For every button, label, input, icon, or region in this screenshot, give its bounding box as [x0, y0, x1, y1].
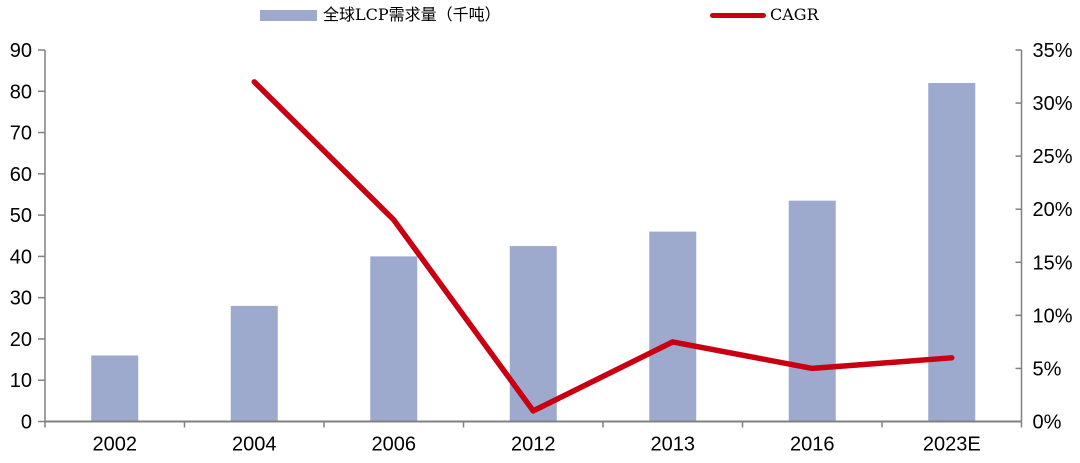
x-label-2023E: 2023E	[923, 434, 981, 456]
x-label-2002: 2002	[93, 434, 138, 456]
legend-item-bar-series: 全球LCP需求量（千吨）	[260, 4, 501, 26]
x-label-2016: 2016	[790, 434, 835, 456]
line-series-label: CAGR	[770, 5, 819, 24]
bar-2023E	[928, 83, 976, 422]
cagr-line	[251, 79, 955, 414]
y-left-tick-label-50: 50	[10, 205, 32, 227]
y-left-tick-label-70: 70	[10, 123, 32, 145]
bar-2013	[649, 231, 697, 422]
x-label-2006: 2006	[372, 434, 417, 456]
y-left-tick-label-60: 60	[10, 164, 32, 186]
bar-2016	[788, 200, 836, 422]
y-left-tick-label-20: 20	[10, 329, 32, 351]
bar-2012	[509, 246, 557, 422]
bar-2002	[91, 355, 139, 422]
y-right-tick-label-5%: 5%	[1033, 358, 1062, 380]
legend-item-line-series: CAGR	[710, 4, 819, 26]
y-right-tick-label-15%: 15%	[1033, 252, 1073, 274]
bar-series-label: 全球LCP需求量（千吨）	[323, 5, 501, 24]
x-label-2012: 2012	[511, 434, 556, 456]
y-left-tick-label-80: 80	[10, 81, 32, 103]
y-left-tick-label-90: 90	[10, 40, 32, 62]
y-right-tick-label-20%: 20%	[1033, 199, 1073, 221]
line-series-swatch-icon	[710, 12, 766, 18]
bar-2006	[370, 256, 418, 422]
x-label-2004: 2004	[232, 434, 277, 456]
y-right-tick-label-25%: 25%	[1033, 146, 1073, 168]
x-label-2013: 2013	[651, 434, 696, 456]
y-left-tick-label-10: 10	[10, 370, 32, 392]
y-right-tick-label-30%: 30%	[1033, 93, 1073, 115]
bar-2004	[230, 305, 278, 422]
y-right-tick-label-0%: 0%	[1033, 412, 1062, 434]
chart-legend: 全球LCP需求量（千吨） CAGR	[0, 0, 1080, 30]
y-left-tick-label-30: 30	[10, 288, 32, 310]
y-right-tick-label-35%: 35%	[1033, 40, 1073, 62]
y-right-tick-label-10%: 10%	[1033, 305, 1073, 327]
bar-series-swatch-icon	[260, 9, 317, 21]
y-left-tick-label-40: 40	[10, 246, 32, 268]
y-left-tick-label-0: 0	[21, 412, 32, 434]
